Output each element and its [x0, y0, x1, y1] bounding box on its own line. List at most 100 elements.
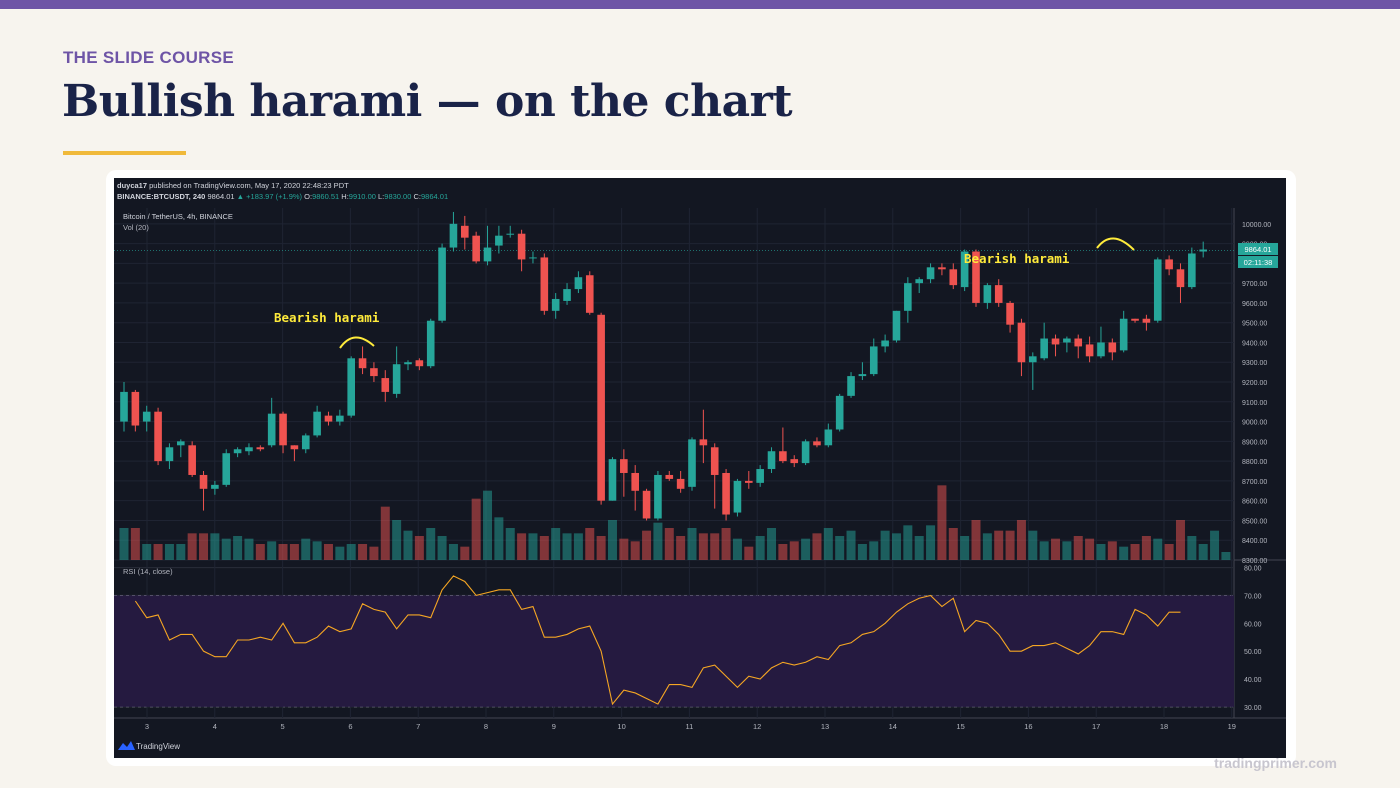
candle	[676, 471, 685, 493]
candle	[756, 465, 764, 487]
volume-bars	[119, 485, 1231, 560]
candle-body	[472, 235, 480, 262]
candle-body	[438, 247, 446, 321]
candle	[142, 405, 151, 432]
candle-body	[767, 451, 776, 470]
candle-body	[938, 267, 946, 270]
chart-canvas[interactable]: 10000.009900.009800.009700.009600.009500…	[114, 178, 1286, 758]
price-tick-label: 9400.00	[1242, 340, 1267, 347]
candle-body	[1040, 338, 1048, 359]
candle-body	[756, 469, 764, 483]
time-tick-label: 4	[213, 722, 217, 731]
candle-body	[279, 413, 287, 446]
tradingview-chart[interactable]: 10000.009900.009800.009700.009600.009500…	[114, 178, 1286, 758]
price-tick-label: 8800.00	[1242, 459, 1267, 466]
candle-body	[801, 441, 810, 464]
price-tick-label: 9300.00	[1242, 360, 1267, 367]
volume-bar	[880, 530, 890, 560]
candle	[506, 225, 515, 238]
candle	[472, 231, 480, 264]
candle-body	[926, 267, 935, 280]
candle	[960, 249, 969, 292]
candle	[892, 310, 901, 343]
time-tick-label: 18	[1160, 722, 1168, 731]
candle	[824, 423, 833, 448]
candle-body	[301, 435, 310, 450]
volume-bar	[607, 520, 617, 560]
candle	[688, 437, 696, 491]
candle	[1006, 300, 1014, 333]
candle	[597, 312, 605, 505]
candle	[347, 356, 355, 418]
candle-body	[142, 411, 151, 422]
time-tick-label: 12	[753, 722, 761, 731]
time-tick-label: 7	[416, 722, 420, 731]
candle	[188, 441, 196, 477]
candle-body	[631, 472, 639, 491]
volume-bar	[221, 538, 231, 560]
candle-body	[358, 358, 367, 369]
candle-body	[654, 474, 662, 519]
candle	[926, 263, 935, 284]
candle-body	[256, 447, 265, 450]
volume-bar	[732, 538, 742, 560]
page-title: Bullish harami — on the chart	[62, 76, 793, 127]
price-tick-label: 9200.00	[1242, 380, 1267, 387]
candle-body	[835, 395, 844, 430]
candle	[1165, 255, 1173, 276]
candle-body	[461, 225, 469, 238]
candle-body	[324, 415, 333, 422]
time-tick-label: 14	[889, 722, 897, 731]
candle-body	[188, 445, 196, 475]
volume-bar	[494, 517, 504, 560]
rsi-label: RSI (14, close)	[123, 567, 173, 576]
volume-bar	[642, 530, 652, 560]
volume-bar	[142, 544, 152, 560]
candle	[1085, 336, 1094, 363]
candle-body	[1142, 318, 1151, 323]
candle	[654, 471, 662, 521]
candle-body	[540, 257, 549, 311]
volume-bar	[483, 490, 493, 560]
time-tick-label: 11	[686, 722, 694, 731]
candle	[767, 447, 776, 473]
volume-bar	[289, 544, 299, 560]
volume-bar	[1062, 541, 1072, 560]
rsi-tick-label: 80.00	[1244, 566, 1262, 573]
candle	[1097, 326, 1105, 359]
price-tick-label: 9600.00	[1242, 301, 1267, 308]
volume-bar	[891, 533, 901, 560]
candle-body	[665, 474, 674, 479]
candle	[495, 225, 503, 254]
annotation-arc-2	[1096, 237, 1135, 251]
candle-body	[211, 484, 219, 489]
volume-bar	[1141, 536, 1151, 560]
candle	[1131, 318, 1139, 323]
volume-bar	[1164, 544, 1174, 560]
candle	[461, 215, 469, 250]
time-tick-label: 3	[145, 722, 149, 731]
candle	[245, 443, 253, 456]
candle-body	[790, 459, 799, 464]
candle-body	[858, 374, 867, 377]
candle	[801, 439, 810, 466]
candle	[904, 277, 912, 323]
volume-bar	[323, 544, 333, 560]
candle-body	[267, 413, 276, 446]
candle-body	[972, 251, 980, 303]
volume-bar	[573, 533, 583, 560]
candle	[426, 318, 435, 369]
annotation-bearish-harami-1: Bearish harami	[274, 310, 380, 325]
candle	[631, 465, 639, 511]
candle-body	[1176, 269, 1185, 288]
candle-body	[847, 376, 855, 396]
volume-bar	[1198, 544, 1208, 560]
candle-body	[585, 275, 594, 313]
candle	[279, 411, 287, 454]
tradingview-logo[interactable]: TradingView	[118, 741, 180, 751]
candle-body	[1085, 344, 1094, 357]
candle	[608, 457, 617, 501]
volume-bar	[801, 538, 811, 560]
candle	[551, 293, 560, 319]
price-tick-label: 10000.00	[1242, 222, 1271, 229]
